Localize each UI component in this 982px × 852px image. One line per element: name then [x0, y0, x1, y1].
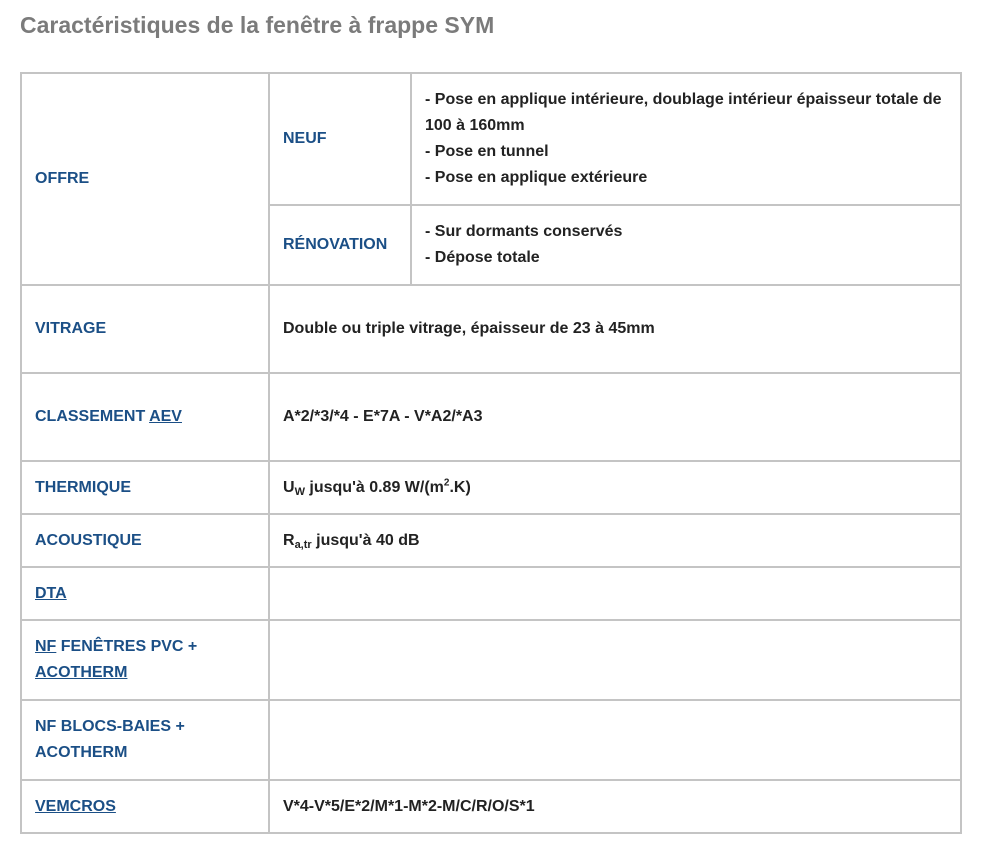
value-text: jusqu'à 0.89 W/(m: [304, 478, 444, 496]
classement-value: A*2/*3/*4 - E*7A - V*A2/*A3: [268, 372, 962, 462]
renovation-label: RÉNOVATION: [268, 204, 412, 286]
dta-label: DTA: [20, 566, 270, 621]
vemcros-label: VEMCROS: [20, 779, 270, 834]
symbol: U: [283, 478, 295, 496]
vemcros-value: V*4-V*5/E*2/M*1-M*2-M/C/R/O/S*1: [268, 779, 962, 834]
aev-link[interactable]: AEV: [149, 408, 182, 425]
thermique-label: THERMIQUE: [20, 460, 270, 515]
vitrage-label: VITRAGE: [20, 284, 270, 374]
table-row: VITRAGE Double ou triple vitrage, épaiss…: [20, 284, 962, 374]
nf-blocs-label: NF BLOCS-BAIES + ACOTHERM: [20, 699, 270, 781]
list-item: - Pose en tunnel: [425, 143, 549, 160]
list-item: - Pose en applique intérieure, doublage …: [425, 91, 942, 134]
list-item: - Dépose totale: [425, 249, 540, 266]
acotherm-link[interactable]: ACOTHERM: [35, 664, 128, 681]
vemcros-link[interactable]: VEMCROS: [35, 797, 116, 815]
table-row: VEMCROS V*4-V*5/E*2/M*1-M*2-M/C/R/O/S*1: [20, 779, 962, 834]
table-row: OFFRE NEUF - Pose en applique intérieure…: [20, 72, 962, 286]
table-row: CLASSEMENT AEV A*2/*3/*4 - E*7A - V*A2/*…: [20, 372, 962, 462]
characteristics-table: OFFRE NEUF - Pose en applique intérieure…: [20, 72, 962, 834]
acoustique-value: Ra,tr jusqu'à 40 dB: [268, 513, 962, 568]
renovation-value: - Sur dormants conservés - Dépose totale: [410, 204, 962, 286]
offre-label: OFFRE: [20, 72, 270, 286]
superscript: 2: [443, 477, 450, 489]
dta-value: [268, 566, 962, 621]
classement-label: CLASSEMENT AEV: [20, 372, 270, 462]
nf-text: FENÊTRES PVC +: [56, 638, 198, 655]
dta-link[interactable]: DTA: [35, 584, 67, 602]
symbol: R: [283, 531, 295, 549]
vitrage-value: Double ou triple vitrage, épaisseur de 2…: [268, 284, 962, 374]
table-row: THERMIQUE UW jusqu'à 0.89 W/(m2.K): [20, 460, 962, 515]
list-item: - Pose en applique extérieure: [425, 169, 648, 186]
subscript: a,tr: [294, 538, 312, 551]
nf-blocs-value: [268, 699, 962, 781]
page-title: Caractéristiques de la fenêtre à frappe …: [20, 12, 495, 38]
table-row: DTA: [20, 566, 962, 621]
table-row: NF FENÊTRES PVC + ACOTHERM: [20, 619, 962, 701]
acoustique-label: ACOUSTIQUE: [20, 513, 270, 568]
nf-link[interactable]: NF: [35, 638, 57, 655]
subscript: W: [294, 485, 305, 498]
table-row: ACOUSTIQUE Ra,tr jusqu'à 40 dB: [20, 513, 962, 568]
neuf-value: - Pose en applique intérieure, doublage …: [410, 72, 962, 206]
nf-fenetres-label: NF FENÊTRES PVC + ACOTHERM: [20, 619, 270, 701]
table-row: RÉNOVATION - Sur dormants conservés - Dé…: [21, 204, 962, 286]
neuf-label: NEUF: [268, 72, 412, 206]
value-text: .K): [449, 478, 471, 496]
nf-fenetres-value: [268, 619, 962, 701]
list-item: - Sur dormants conservés: [425, 223, 623, 240]
value-text: jusqu'à 40 dB: [311, 531, 420, 549]
classement-text: CLASSEMENT: [35, 408, 150, 425]
table-row: NF BLOCS-BAIES + ACOTHERM: [20, 699, 962, 781]
thermique-value: UW jusqu'à 0.89 W/(m2.K): [268, 460, 962, 515]
